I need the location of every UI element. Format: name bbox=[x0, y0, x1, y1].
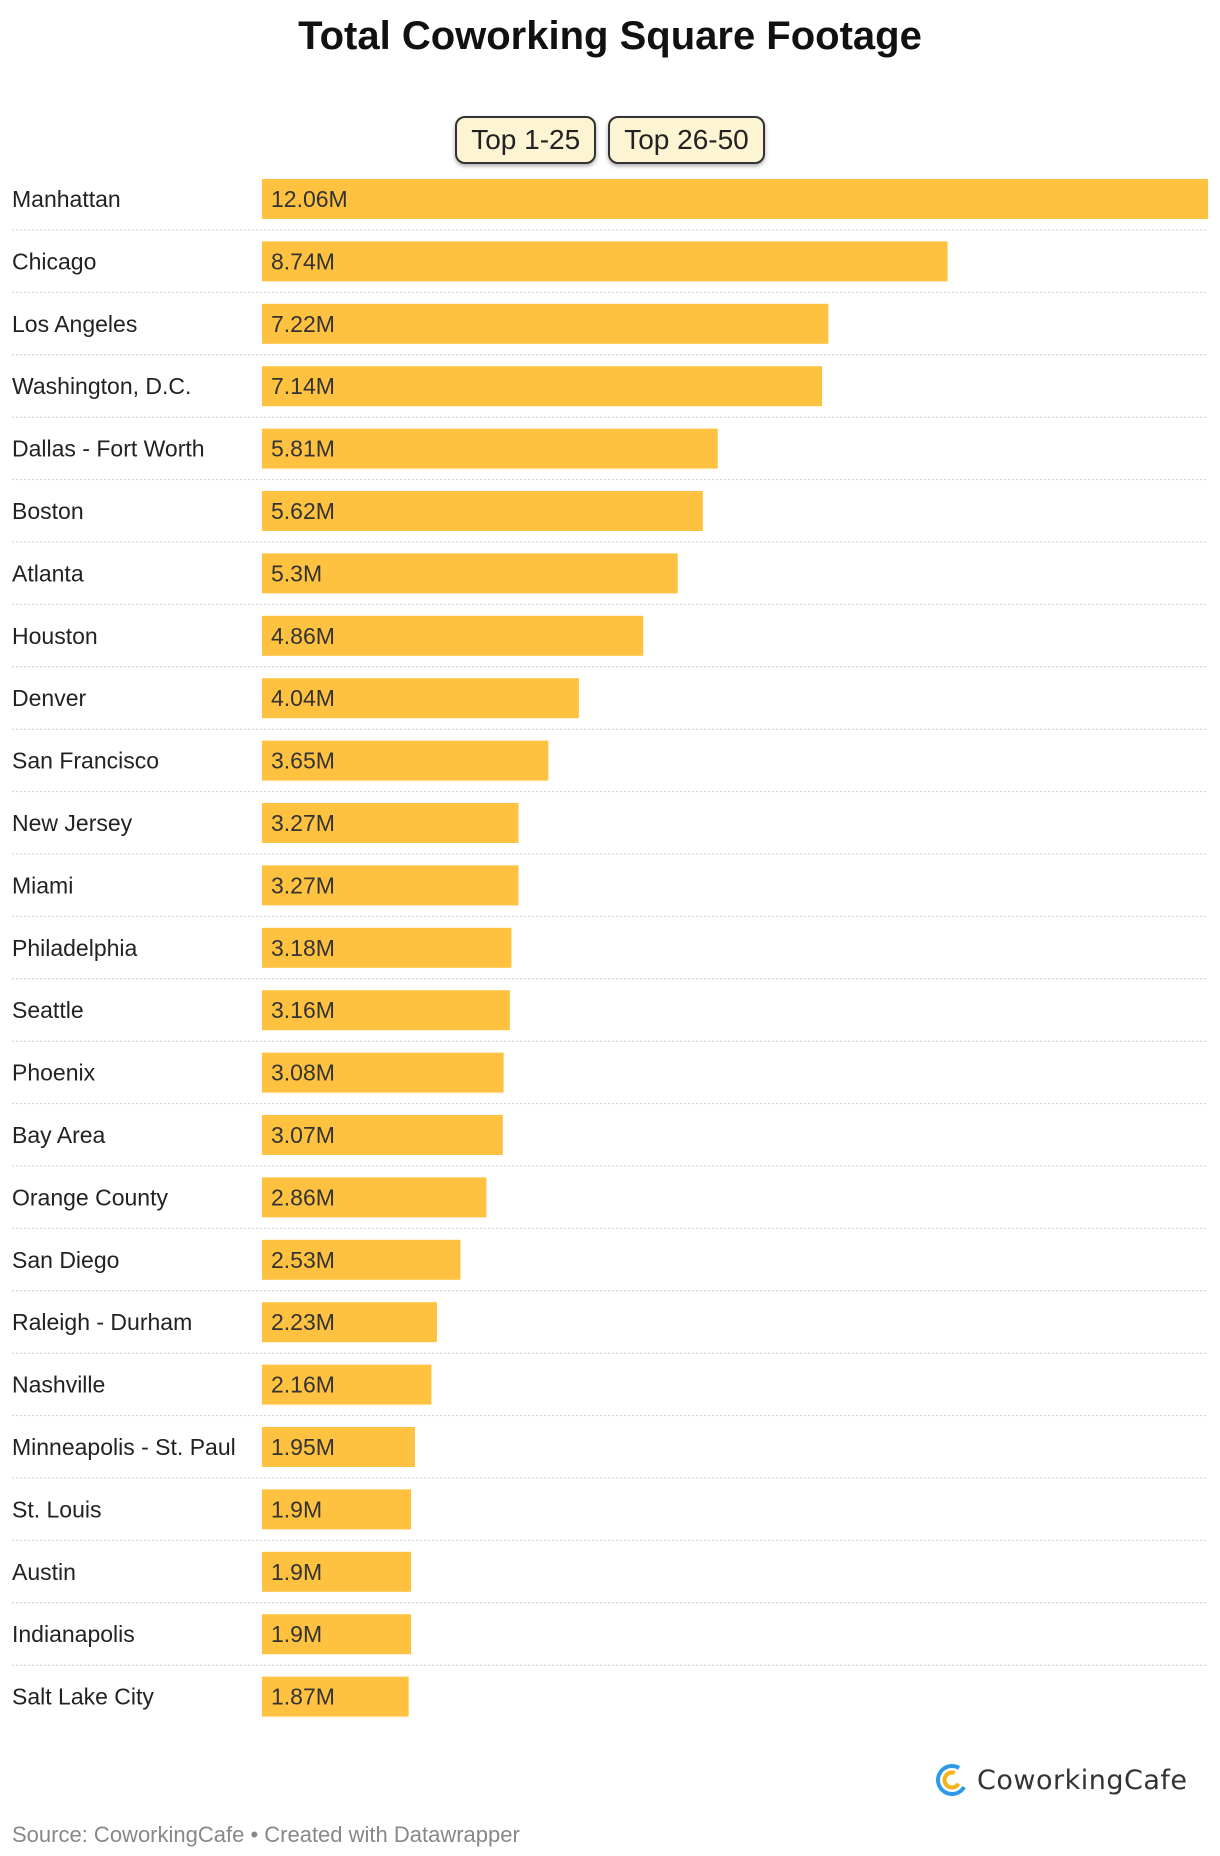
category-label-raleigh-durham: Raleigh - Durham bbox=[12, 1309, 192, 1335]
bar-phoenix[interactable] bbox=[262, 1052, 504, 1093]
value-label-salt-lake-city: 1.87M bbox=[271, 1684, 335, 1710]
value-label-austin: 1.9M bbox=[271, 1559, 322, 1585]
bar-miami[interactable] bbox=[262, 865, 519, 906]
category-label-denver: Denver bbox=[12, 685, 86, 711]
value-label-raleigh-durham: 2.23M bbox=[271, 1309, 335, 1335]
bar-bay-area[interactable] bbox=[262, 1115, 503, 1155]
bar-atlanta[interactable] bbox=[262, 553, 678, 594]
coworkingcafe-logo: CoworkingCafe bbox=[935, 1763, 1187, 1797]
value-label-minneapolis-st-paul: 1.95M bbox=[271, 1434, 335, 1460]
tab-group: Top 1-25 Top 26-50 bbox=[0, 116, 1220, 164]
value-label-miami: 3.27M bbox=[271, 872, 335, 898]
bar-houston[interactable] bbox=[262, 615, 644, 656]
tab-top-1-25[interactable]: Top 1-25 bbox=[455, 116, 597, 164]
coworkingcafe-logo-icon bbox=[936, 1764, 968, 1796]
category-label-austin: Austin bbox=[12, 1559, 76, 1585]
category-label-san-francisco: San Francisco bbox=[12, 748, 159, 774]
tab-top-26-50[interactable]: Top 26-50 bbox=[608, 116, 765, 164]
category-label-washington-d-c: Washington, D.C. bbox=[12, 373, 191, 399]
value-label-san-francisco: 3.65M bbox=[271, 748, 335, 774]
bar-seattle[interactable] bbox=[262, 990, 510, 1031]
bar-boston[interactable] bbox=[262, 491, 703, 531]
value-label-orange-county: 2.86M bbox=[271, 1184, 335, 1210]
value-label-dallas-fort-worth: 5.81M bbox=[271, 436, 335, 462]
bar-orange-county[interactable] bbox=[262, 1177, 487, 1218]
category-label-manhattan: Manhattan bbox=[12, 186, 121, 212]
value-label-new-jersey: 3.27M bbox=[271, 810, 335, 836]
value-label-seattle: 3.16M bbox=[271, 997, 335, 1023]
value-label-boston: 5.62M bbox=[271, 498, 335, 524]
category-label-boston: Boston bbox=[12, 498, 84, 524]
bar-philadelphia[interactable] bbox=[262, 927, 512, 968]
bar-washington-d-c[interactable] bbox=[262, 366, 823, 407]
value-label-washington-d-c: 7.14M bbox=[271, 373, 335, 399]
value-label-chicago: 8.74M bbox=[271, 248, 335, 274]
bar-chicago[interactable] bbox=[262, 241, 948, 282]
value-label-indianapolis: 1.9M bbox=[271, 1621, 322, 1647]
bar-san-diego[interactable] bbox=[262, 1239, 461, 1280]
value-label-st-louis: 1.9M bbox=[271, 1496, 322, 1522]
category-label-minneapolis-st-paul: Minneapolis - St. Paul bbox=[12, 1434, 236, 1460]
category-label-salt-lake-city: Salt Lake City bbox=[12, 1684, 154, 1710]
bar-salt-lake-city[interactable] bbox=[262, 1676, 409, 1717]
value-label-houston: 4.86M bbox=[271, 623, 335, 649]
category-label-nashville: Nashville bbox=[12, 1372, 105, 1398]
bar-los-angeles[interactable] bbox=[262, 303, 829, 344]
category-label-chicago: Chicago bbox=[12, 248, 96, 274]
bar-indianapolis[interactable] bbox=[262, 1614, 412, 1655]
category-label-st-louis: St. Louis bbox=[12, 1496, 102, 1522]
logo-text: CoworkingCafe bbox=[977, 1764, 1188, 1796]
bar-nashville[interactable] bbox=[262, 1364, 432, 1405]
value-label-los-angeles: 7.22M bbox=[271, 311, 335, 337]
category-label-houston: Houston bbox=[12, 623, 98, 649]
bar-raleigh-durham[interactable] bbox=[262, 1302, 437, 1343]
category-label-philadelphia: Philadelphia bbox=[12, 935, 138, 961]
bar-manhattan[interactable] bbox=[262, 179, 1208, 219]
value-label-denver: 4.04M bbox=[271, 685, 335, 711]
value-label-nashville: 2.16M bbox=[271, 1372, 335, 1398]
value-label-phoenix: 3.08M bbox=[271, 1060, 335, 1086]
bar-austin[interactable] bbox=[262, 1551, 412, 1592]
category-label-san-diego: San Diego bbox=[12, 1247, 119, 1273]
category-label-seattle: Seattle bbox=[12, 997, 84, 1023]
bar-dallas-fort-worth[interactable] bbox=[262, 428, 718, 469]
category-label-bay-area: Bay Area bbox=[12, 1122, 106, 1148]
category-label-phoenix: Phoenix bbox=[12, 1060, 96, 1086]
category-label-los-angeles: Los Angeles bbox=[12, 311, 137, 337]
value-label-manhattan: 12.06M bbox=[271, 186, 348, 212]
category-label-atlanta: Atlanta bbox=[12, 560, 84, 586]
value-label-philadelphia: 3.18M bbox=[271, 935, 335, 961]
bar-new-jersey[interactable] bbox=[262, 803, 519, 843]
category-label-new-jersey: New Jersey bbox=[12, 810, 133, 836]
category-label-indianapolis: Indianapolis bbox=[12, 1621, 135, 1647]
bar-san-francisco[interactable] bbox=[262, 740, 549, 781]
bar-st-louis[interactable] bbox=[262, 1489, 412, 1530]
source-note: Source: CoworkingCafe • Created with Dat… bbox=[12, 1822, 520, 1847]
value-label-san-diego: 2.53M bbox=[271, 1247, 335, 1273]
bar-minneapolis-st-paul[interactable] bbox=[262, 1427, 415, 1467]
category-label-orange-county: Orange County bbox=[12, 1184, 168, 1210]
category-label-dallas-fort-worth: Dallas - Fort Worth bbox=[12, 436, 205, 462]
value-label-atlanta: 5.3M bbox=[271, 560, 322, 586]
bar-denver[interactable] bbox=[262, 678, 579, 719]
chart-title: Total Coworking Square Footage bbox=[298, 14, 922, 58]
value-label-bay-area: 3.07M bbox=[271, 1122, 335, 1148]
category-label-miami: Miami bbox=[12, 872, 73, 898]
